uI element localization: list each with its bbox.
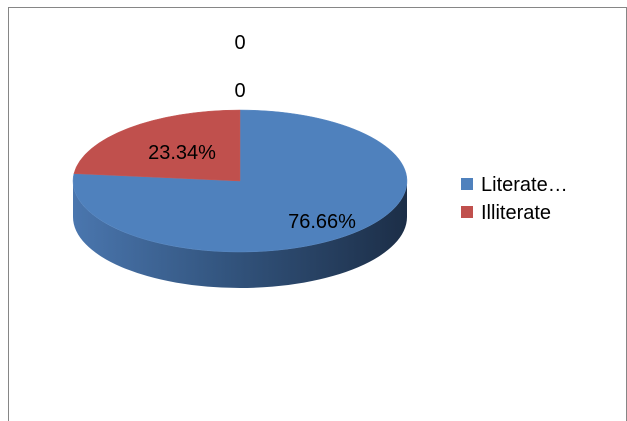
legend-label-illiterate: Illiterate <box>481 202 551 224</box>
pie-slice-side-literate <box>73 181 407 288</box>
extra-label: 0 <box>234 80 245 102</box>
pie-slice-illiterate <box>73 109 241 182</box>
legend-swatch-literate <box>461 178 473 190</box>
extra-label: 0 <box>234 32 245 54</box>
data-label-illiterate: 23.34% <box>148 142 216 164</box>
data-label-literate: 76.66% <box>288 211 356 233</box>
legend: Literate… Illiterate <box>461 174 568 224</box>
pie-slice-literate <box>72 109 408 253</box>
legend-swatch-illiterate <box>461 206 473 218</box>
legend-label-literate: Literate… <box>481 174 568 196</box>
